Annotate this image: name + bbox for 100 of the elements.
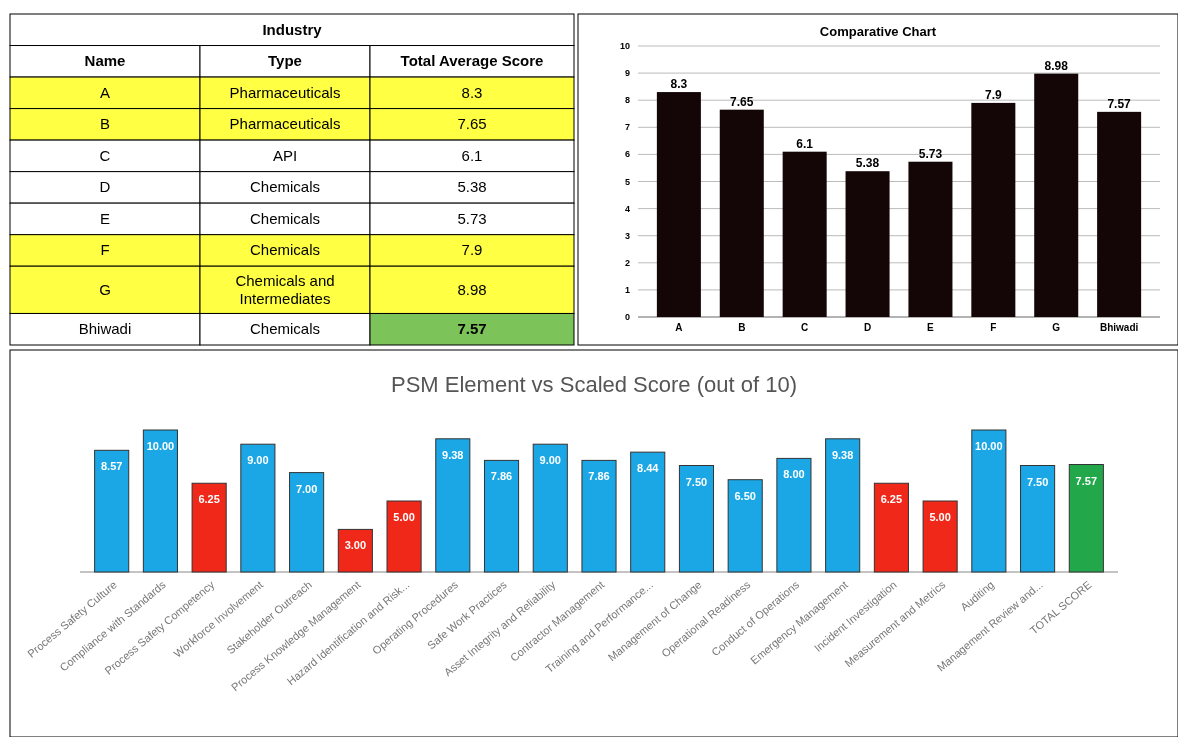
data-label: 9.38 [442, 448, 464, 461]
bar [94, 449, 130, 573]
x-tick-label: Bhiwadi [1099, 322, 1139, 333]
text: API [272, 146, 298, 164]
bar [1068, 464, 1104, 573]
bar [240, 443, 276, 573]
bar [1097, 111, 1142, 317]
text: Chemicals [249, 209, 321, 227]
text: 7.65 [457, 115, 487, 133]
data-label: 5.38 [855, 156, 880, 171]
y-tick-label: 7 [624, 122, 630, 133]
bar [825, 438, 861, 573]
text: E [99, 209, 111, 227]
bar [337, 528, 373, 573]
bar [581, 459, 617, 573]
data-label: 7.57 [1075, 474, 1098, 487]
bar [971, 102, 1016, 317]
text: Chemicals [249, 178, 321, 196]
bar [719, 109, 764, 317]
bar [922, 500, 958, 573]
y-tick-label: 2 [624, 257, 630, 268]
text: C [99, 146, 111, 164]
text: 8.3 [461, 83, 483, 101]
data-label: 7.86 [588, 470, 610, 483]
data-label: 9.00 [247, 454, 269, 467]
text: B [99, 115, 111, 133]
x-tick-label: F [990, 322, 997, 333]
bar [782, 151, 827, 317]
data-label: 7.65 [730, 94, 754, 109]
text: 7.9 [461, 241, 483, 259]
data-label: 5.00 [393, 511, 415, 523]
bar [630, 451, 666, 573]
category-label: Total Average Score [400, 52, 544, 70]
data-label: 10.00 [975, 440, 1003, 452]
bar [1034, 73, 1079, 317]
data-label: 8.98 [1044, 58, 1069, 73]
y-tick-label: 1 [624, 284, 630, 295]
data-label: 8.57 [100, 460, 123, 473]
text: Chemicals [249, 241, 321, 259]
data-label: 5.00 [929, 511, 951, 523]
data-label: 7.50 [685, 475, 708, 488]
chart-title: PSM Element vs Scaled Score (out of 10) [391, 372, 797, 397]
y-tick-label: 10 [619, 41, 630, 51]
y-tick-label: 0 [624, 312, 630, 322]
bar [776, 457, 812, 573]
data-label: 6.25 [198, 493, 220, 506]
bar [142, 429, 178, 573]
bar [289, 472, 325, 573]
data-label: 8.3 [670, 77, 688, 92]
text: 5.73 [457, 209, 487, 227]
data-label: 8.44 [637, 462, 660, 475]
bar [191, 482, 227, 573]
bar [532, 443, 568, 573]
text: Chemicals and Intermediates [235, 271, 335, 307]
text: 7.57 [457, 320, 487, 338]
text: Industry [262, 20, 323, 38]
bar [727, 479, 763, 573]
bar [971, 429, 1007, 573]
data-label: 9.38 [831, 448, 854, 461]
y-tick-label: 8 [624, 95, 630, 106]
x-tick-label: D [863, 322, 872, 333]
text: F [100, 241, 110, 259]
category-label: Type [268, 52, 302, 70]
text: A [99, 83, 111, 101]
bar [845, 171, 890, 317]
data-label: 7.9 [984, 87, 1002, 102]
data-label: 7.86 [490, 470, 513, 483]
x-tick-label: G [1052, 322, 1061, 333]
data-label: 6.25 [880, 493, 903, 506]
text: G [99, 280, 111, 298]
bar [908, 161, 953, 317]
data-label: 3.00 [344, 539, 367, 552]
x-tick-label: E [927, 322, 935, 333]
bar [678, 465, 715, 573]
data-label: 8.00 [783, 468, 805, 481]
bar [435, 438, 471, 573]
x-tick-label: C [801, 322, 809, 333]
data-label: 5.73 [918, 146, 943, 161]
data-label: 10.00 [146, 440, 175, 452]
text: Pharmaceuticals [229, 83, 341, 101]
bar [386, 500, 422, 573]
category-label: Name [84, 52, 126, 70]
bar [873, 482, 909, 573]
text: 6.1 [461, 146, 483, 164]
data-label: 7.00 [295, 482, 318, 495]
y-tick-label: 5 [624, 176, 630, 187]
data-label: 6.1 [796, 136, 814, 151]
data-label: 7.50 [1026, 475, 1049, 488]
text: 5.38 [457, 178, 487, 196]
y-tick-label: 9 [624, 68, 630, 79]
bar [656, 92, 701, 317]
y-tick-label: 4 [624, 203, 630, 214]
text: Chemicals [249, 320, 321, 338]
x-tick-label: A [675, 322, 683, 333]
y-tick-label: 3 [624, 230, 630, 241]
x-tick-label: B [738, 322, 746, 333]
data-label: 7.57 [1107, 96, 1132, 111]
y-tick-label: 6 [624, 149, 630, 160]
data-label: 9.00 [539, 454, 561, 467]
text: Pharmaceuticals [229, 115, 341, 133]
